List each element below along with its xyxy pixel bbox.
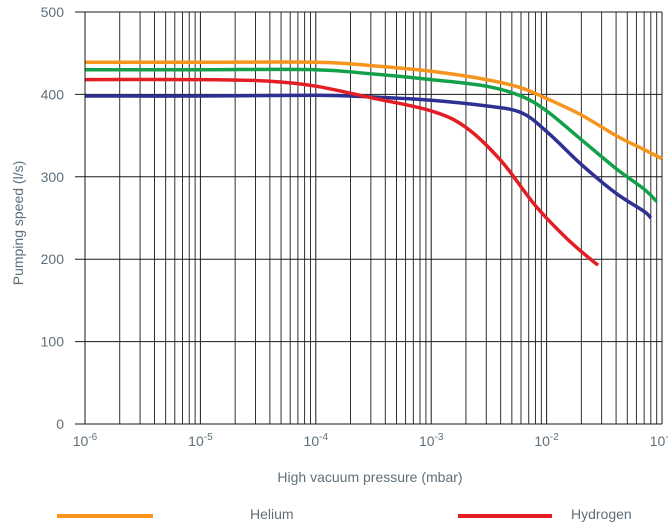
series-lines <box>84 60 663 267</box>
x-tick-label: 10-6 <box>73 432 98 449</box>
legend-label: Hydrogen <box>571 506 632 522</box>
series-line-helium <box>85 60 663 161</box>
series-line-hydrogen <box>84 77 600 267</box>
y-tick-label: 500 <box>41 4 65 20</box>
y-tick-label: 400 <box>41 86 65 102</box>
legend-swatch <box>57 514 153 518</box>
legend-item-helium: Helium <box>0 505 668 527</box>
legend-item-hydrogen: Hydrogen <box>0 505 668 527</box>
y-tick-label: 0 <box>56 416 64 432</box>
x-tick-label: 10-5 <box>188 432 213 449</box>
series-line <box>85 67 658 203</box>
y-tick-label: 100 <box>41 334 65 350</box>
y-tick-label: 300 <box>41 169 65 185</box>
series-line <box>84 93 653 220</box>
legend-swatch <box>458 514 552 518</box>
chart-svg: 0 100 200 300 400 500 10-6 10-5 10-4 10-3 10-2 10-1… <box>10 4 668 485</box>
legend-label: Helium <box>250 506 294 522</box>
x-axis-title: High vacuum pressure (mbar) <box>277 469 462 485</box>
y-tick-label: 200 <box>41 251 65 267</box>
y-axis-title: Pumping speed (l/s) <box>10 161 26 286</box>
x-tick-label: 10-3 <box>419 432 444 449</box>
x-tick-label: 10-2 <box>534 432 559 449</box>
x-tick-label: 10-4 <box>304 432 329 449</box>
x-tick-label: 10-1 <box>650 432 668 449</box>
axes: 0 100 200 300 400 500 10-6 10-5 10-4 10-3 10-2 10-1 <box>41 4 668 449</box>
